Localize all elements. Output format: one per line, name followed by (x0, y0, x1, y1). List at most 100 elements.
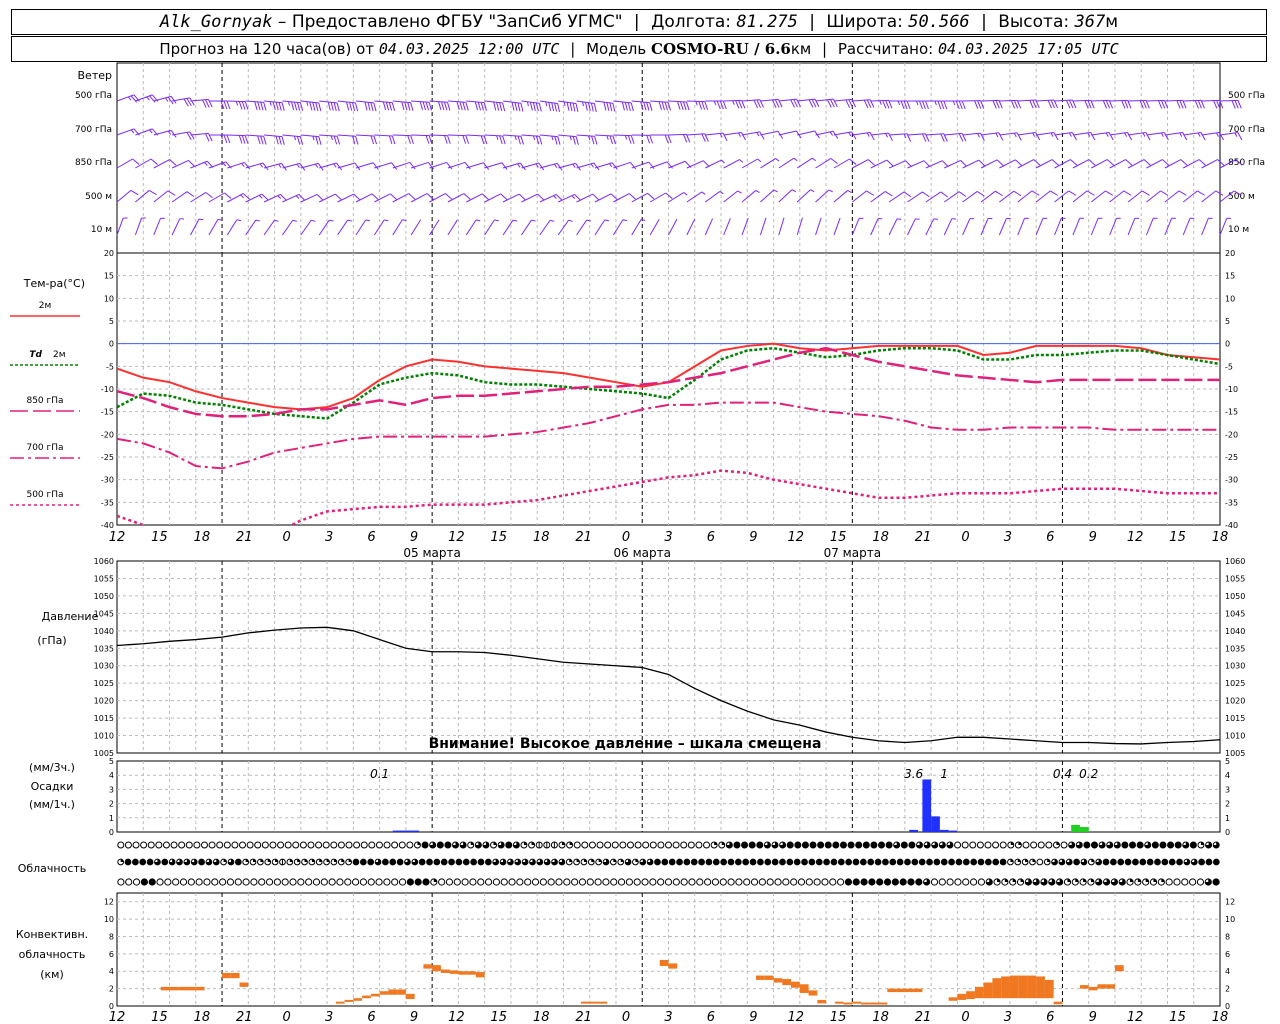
cloud-symbol (642, 841, 650, 849)
wind-barb-feather (1087, 100, 1092, 109)
wind-barb-feather (217, 218, 223, 221)
wind-barb-feather (274, 219, 279, 222)
wind-barb-feather (790, 99, 796, 108)
alt-label: Высота: (998, 12, 1070, 32)
wind-barb-feather (677, 101, 681, 110)
wind-barb-feather (1106, 159, 1114, 166)
wind-barb-feather (410, 135, 414, 144)
cloud-symbol (992, 858, 1000, 866)
wind-barb-feather (1123, 190, 1132, 196)
cloud-symbol-mark (939, 841, 946, 849)
cloud-symbol (440, 858, 448, 866)
wind-barb-staff (741, 158, 758, 169)
wind-barb-feather (995, 132, 999, 138)
wind-barb-feather (333, 163, 337, 168)
wind-barb-feather (462, 101, 466, 111)
wind-barb-feather (612, 103, 616, 112)
wind-barb-feather (922, 100, 926, 110)
wind-barb-feather (664, 101, 668, 111)
cloud-symbol (124, 858, 132, 866)
wind-barb-feather (244, 135, 249, 144)
wind-barb-feather (702, 160, 710, 168)
cloud-symbol (418, 858, 426, 866)
wind-barb-staff (1035, 218, 1044, 236)
forecast-prefix: Прогноз на 120 часа(ов) от (159, 40, 375, 58)
wind-barb-staff (484, 219, 495, 236)
wind-barb-staff (631, 219, 642, 236)
y-tick-label-left: -35 (101, 498, 114, 507)
wind-barb-feather (255, 219, 261, 222)
wind-barb-feather (280, 194, 287, 201)
cloud-symbol (170, 841, 178, 849)
cloud-symbol (185, 841, 193, 849)
conv-cloud-bar (440, 969, 450, 973)
cloud-symbol (375, 841, 383, 849)
cloud-symbol (234, 858, 242, 866)
temp-legend-label: 2м (53, 350, 66, 360)
cloud-symbol (547, 878, 555, 886)
wind-barb-feather (628, 193, 636, 200)
wind-barb-feather (811, 157, 817, 162)
cloud-symbol-mark (1106, 841, 1113, 849)
wind-barb-feather (621, 101, 625, 111)
wind-barb-feather (1194, 100, 1199, 109)
wind-barb-staff (1182, 218, 1191, 236)
wind-barb-staff (1072, 218, 1081, 236)
cloud-symbol (908, 841, 916, 849)
cloud-symbol (360, 841, 368, 849)
wind-barb-feather (220, 100, 225, 110)
y-tick-label-right: 3 (1225, 785, 1230, 794)
x-tick-label: 21 (575, 1010, 592, 1024)
wind-barb-feather (1198, 159, 1206, 166)
cloud-symbol (453, 878, 461, 886)
x-tick-label: 3 (664, 1010, 672, 1024)
wind-barb-staff (759, 217, 767, 236)
wind-barb-feather (538, 103, 542, 112)
y-tick-label-left: -10 (101, 385, 114, 394)
cloud-symbol (750, 878, 759, 886)
conv-cloud-bar (782, 979, 792, 986)
cloud-symbol (657, 841, 665, 849)
wind-barb-staff (925, 218, 935, 236)
wind-barb-feather (318, 136, 322, 145)
cloud-symbol (273, 878, 281, 886)
wind-barb-feather (316, 194, 324, 201)
cloud-symbol (132, 841, 140, 849)
wind-barb-staff (962, 159, 980, 169)
conv-cloud-bar (887, 988, 897, 993)
wind-barb-staff (318, 219, 330, 236)
cloud-symbol-mark (260, 859, 264, 862)
date-label: 06 марта (614, 546, 671, 560)
cloud-symbol (930, 878, 939, 886)
wind-barb-feather (477, 101, 482, 111)
wind-barb-feather (388, 135, 393, 145)
cloud-symbol (367, 858, 375, 866)
cloud-symbol-mark (598, 859, 602, 862)
wind-barb-staff (925, 160, 943, 169)
wind-barb-feather (330, 135, 333, 141)
wind-barb-feather (409, 162, 416, 170)
cloud-symbol (824, 841, 832, 849)
cloud-symbol (444, 841, 452, 849)
y-tick-label-left: 1015 (94, 714, 114, 723)
cloud-symbol (1117, 858, 1125, 866)
wind-barb-feather (299, 102, 304, 111)
wind-barb-feather (425, 135, 430, 144)
wind-barb-staff (760, 158, 776, 169)
conv-ylabel-line1: Конвективн. (16, 928, 88, 941)
cloud-symbol-mark (764, 841, 771, 849)
conv-cloud-bar (475, 972, 485, 978)
cloud-symbol (155, 841, 163, 849)
wind-barb-staff (1054, 159, 1071, 169)
wind-barb-feather (278, 102, 282, 111)
wind-barb-feather (646, 135, 651, 144)
wind-barb-staff (1054, 190, 1070, 203)
cloud-symbol (882, 858, 889, 866)
y-tick-label-left: 2 (109, 800, 114, 809)
wind-barb-staff (557, 219, 569, 236)
cloud-symbol (839, 841, 847, 849)
wind-barb-feather (519, 162, 526, 171)
wind-barb-feather (293, 135, 297, 141)
wind-barb-feather (499, 102, 503, 111)
cloud-symbol (771, 858, 779, 866)
